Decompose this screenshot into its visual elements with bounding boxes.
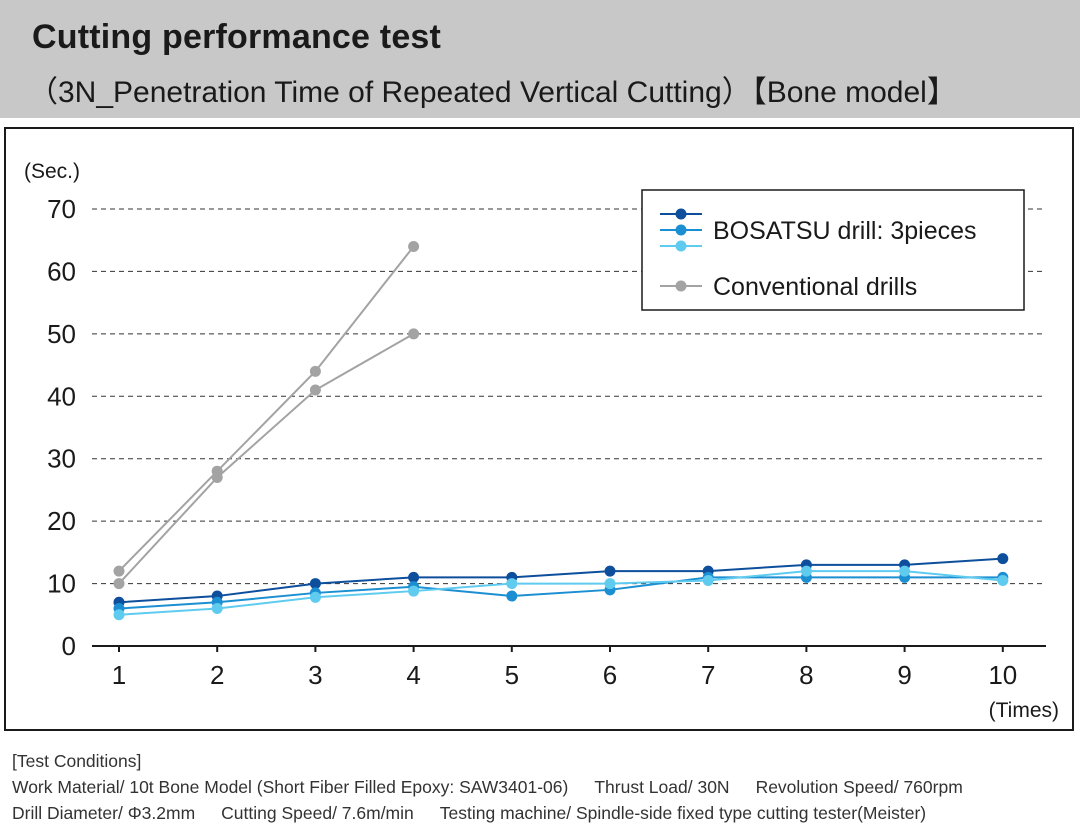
legend-swatch-marker-bosatsu-2	[675, 224, 687, 236]
y-tick-label-70: 70	[47, 194, 76, 224]
series-5-point-4	[408, 328, 420, 340]
y-axis-label: (Sec.)	[24, 160, 80, 183]
series-5-point-2	[211, 471, 223, 483]
series-4-point-4	[408, 240, 420, 252]
series-line-5	[118, 332, 415, 585]
series-1-point-6	[604, 565, 616, 577]
test-conditions-line-1: Work Material/ 10t Bone Model (Short Fib…	[12, 774, 963, 800]
series-4-point-1	[113, 565, 125, 577]
y-tick-label-10: 10	[47, 569, 76, 599]
x-tick-label-4: 4	[406, 660, 420, 690]
test-conditions: [Test Conditions] Work Material/ 10t Bon…	[12, 748, 963, 826]
test-conditions-heading: [Test Conditions]	[12, 751, 142, 771]
x-tick-label-5: 5	[505, 660, 519, 690]
series-line-3	[118, 570, 1003, 616]
series-1-point-10	[997, 553, 1009, 565]
series-3-point-5	[506, 578, 518, 590]
series-line-2	[118, 576, 1003, 610]
y-tick-label-50: 50	[47, 319, 76, 349]
y-tick-label-20: 20	[47, 506, 76, 536]
series-3-point-2	[211, 603, 223, 615]
series-3-point-4	[408, 585, 420, 597]
condition-testing-machine: Testing machine/ Spindle-side fixed type…	[439, 803, 927, 823]
legend-label-conventional: Conventional drills	[713, 273, 917, 301]
series-1-point-3	[309, 578, 321, 590]
header-banner: Cutting performance test （3N_Penetration…	[0, 0, 1080, 118]
legend-swatch-marker-bosatsu-1	[675, 208, 687, 220]
legend-label-bosatsu: BOSATSU drill: 3pieces	[713, 217, 977, 245]
test-conditions-line-2: Drill Diameter/ Φ3.2mm Cutting Speed/ 7.6…	[12, 800, 963, 826]
x-tick-label-10: 10	[988, 660, 1017, 690]
series-3-point-6	[604, 578, 616, 590]
page-title: Cutting performance test	[32, 18, 442, 56]
condition-revolution-speed: Revolution Speed/ 760rpm	[755, 777, 963, 797]
legend-swatch-marker-conventional	[675, 280, 687, 292]
x-tick-label-9: 9	[897, 660, 911, 690]
series-3-point-9	[899, 565, 911, 577]
series-3-point-10	[997, 574, 1009, 586]
legend-box	[641, 189, 1025, 311]
condition-work-material: Work Material/ 10t Bone Model (Short Fib…	[12, 777, 569, 797]
series-3-point-7	[702, 574, 714, 586]
series-5-point-1	[113, 578, 125, 590]
y-tick-label-40: 40	[47, 381, 76, 411]
chart-panel: 0 10 20 30 40 50 60 70 1 2 3 4 5 6 7 8 9 10 (Sec.) (Times) B…	[4, 127, 1074, 731]
series-3-point-1	[113, 609, 125, 621]
series-3-point-8	[800, 565, 812, 577]
x-tick-label-3: 3	[308, 660, 322, 690]
line-chart: 0 10 20 30 40 50 60 70 1 2 3 4 5 6 7 8 9 10 (Sec.) (Times) B…	[24, 160, 1059, 722]
y-tick-label-30: 30	[47, 444, 76, 474]
y-tick-label-0: 0	[62, 631, 76, 661]
series-4-point-3	[309, 365, 321, 377]
series-1-point-4	[408, 571, 420, 583]
condition-cutting-speed: Cutting Speed/ 7.6m/min	[221, 803, 414, 823]
x-axis-label: (Times)	[989, 699, 1059, 722]
series-5-point-3	[309, 384, 321, 396]
series-line-1	[118, 557, 1003, 604]
x-tick-label-1: 1	[112, 660, 126, 690]
page-subtitle: （3N_Penetration Time of Repeated Vertica…	[28, 76, 957, 109]
x-tick-label-6: 6	[603, 660, 617, 690]
series-2-point-5	[506, 590, 518, 602]
y-tick-label-60: 60	[47, 256, 76, 286]
series-line-4	[118, 245, 415, 572]
series-3-point-3	[309, 591, 321, 603]
x-tick-label-2: 2	[210, 660, 224, 690]
x-tick-label-7: 7	[701, 660, 715, 690]
condition-thrust-load: Thrust Load/ 30N	[594, 777, 730, 797]
condition-drill-diameter: Drill Diameter/ Φ3.2mm	[12, 803, 196, 823]
x-tick-label-8: 8	[799, 660, 813, 690]
legend-swatch-marker-bosatsu-3	[675, 240, 687, 252]
